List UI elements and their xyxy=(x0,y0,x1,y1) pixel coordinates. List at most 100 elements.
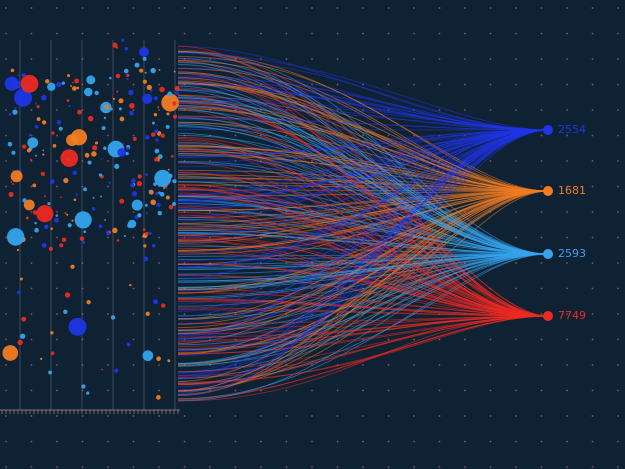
scatter-dot xyxy=(42,149,45,152)
scatter-dot xyxy=(86,391,90,395)
scatter-dot xyxy=(157,106,160,109)
scatter-dot xyxy=(14,107,17,110)
scatter-dot xyxy=(137,174,142,179)
flow-line xyxy=(177,129,549,318)
grid-dot xyxy=(107,440,109,443)
scatter-dot xyxy=(50,227,53,231)
grid-dot xyxy=(591,389,594,392)
grid-dot xyxy=(336,466,339,468)
scatter-dot xyxy=(156,124,159,127)
grid-dot xyxy=(30,313,33,315)
scatter-dot xyxy=(104,104,110,110)
flow-line xyxy=(177,129,549,192)
grid-dot xyxy=(413,466,415,468)
scatter-dot xyxy=(86,75,96,85)
scatter-dot xyxy=(11,150,16,155)
grid-dot xyxy=(311,440,313,443)
grid-dot xyxy=(617,160,619,162)
grid-dot xyxy=(107,58,109,60)
grid-dot xyxy=(362,415,364,417)
flow-line xyxy=(177,129,549,168)
scatter-dot xyxy=(160,133,165,138)
scatter-dot xyxy=(150,67,156,74)
scatter-dot xyxy=(168,204,174,210)
flow-line xyxy=(177,77,549,192)
grid-dot xyxy=(56,134,58,137)
scatter-dot xyxy=(156,395,161,400)
grid-dot xyxy=(540,134,543,137)
scatter-dot xyxy=(123,234,126,238)
scatter-dot xyxy=(10,181,13,183)
grid-dot xyxy=(540,109,543,111)
grid-dot xyxy=(56,160,58,162)
grid-dot xyxy=(438,364,441,366)
scatter-dot xyxy=(36,104,40,109)
grid-dot xyxy=(158,7,160,9)
grid-dot xyxy=(591,185,594,188)
scatter-dot xyxy=(132,136,137,141)
scatter-dot xyxy=(167,168,170,171)
scatter-dot xyxy=(94,90,99,96)
grid-dot xyxy=(566,364,568,366)
scatter-dot xyxy=(14,88,33,107)
grid-dot xyxy=(617,109,619,111)
grid-dot xyxy=(107,134,109,137)
grid-dot xyxy=(489,160,492,162)
scatter-dot xyxy=(56,81,62,88)
grid-dot xyxy=(107,262,109,264)
grid-dot xyxy=(5,415,7,417)
grid-dot xyxy=(515,236,517,239)
scatter-dot xyxy=(148,231,152,235)
grid-dot xyxy=(464,415,466,417)
grid-dot xyxy=(413,415,415,417)
grid-dot xyxy=(566,262,568,264)
scatter-dot xyxy=(134,62,140,68)
scatter-dot xyxy=(10,68,15,73)
grid-dot xyxy=(5,160,7,162)
flow-line xyxy=(177,49,549,317)
grid-dot xyxy=(183,415,186,417)
scatter-dot xyxy=(70,129,88,146)
grid-dot xyxy=(158,262,160,264)
grid-dot xyxy=(285,32,288,35)
scatter-dot xyxy=(86,299,91,305)
grid-dot xyxy=(81,466,84,468)
flow-line xyxy=(177,52,549,131)
grid-dot xyxy=(540,185,543,188)
scatter-dot xyxy=(127,219,137,229)
grid-dot xyxy=(591,32,594,35)
scatter-dot xyxy=(68,104,71,108)
grid-dot xyxy=(5,109,7,111)
scatter-dot xyxy=(122,143,125,145)
scatter-dot xyxy=(126,342,131,347)
scatter-dot xyxy=(100,195,102,198)
scatter-dot xyxy=(28,133,32,137)
scatter-dot xyxy=(153,299,159,305)
scatter-dot xyxy=(74,78,80,84)
grid-dot xyxy=(336,7,339,9)
scatter-dot xyxy=(8,113,12,116)
scatter-dot xyxy=(112,97,116,100)
scatter-dot xyxy=(43,195,46,198)
grid-dot xyxy=(132,287,135,290)
flow-line xyxy=(177,253,549,365)
grid-dot xyxy=(107,32,109,35)
grid-dot xyxy=(285,7,288,9)
scatter-dot xyxy=(144,173,148,177)
grid-dot xyxy=(5,466,7,468)
grid-dot xyxy=(234,32,237,35)
grid-dot xyxy=(566,236,568,239)
scatter-dot xyxy=(124,46,129,51)
grid-dot xyxy=(515,262,517,264)
scatter-dot xyxy=(22,144,27,149)
grid-dot xyxy=(362,440,364,443)
scatter-dot xyxy=(144,203,148,207)
scatter-dot xyxy=(64,212,67,215)
grid-dot xyxy=(591,134,594,137)
flow-line xyxy=(177,129,549,320)
scatter-dot xyxy=(143,256,149,262)
scatter-dot xyxy=(143,244,147,248)
grid-dot xyxy=(132,440,135,443)
flow-line xyxy=(177,253,549,373)
